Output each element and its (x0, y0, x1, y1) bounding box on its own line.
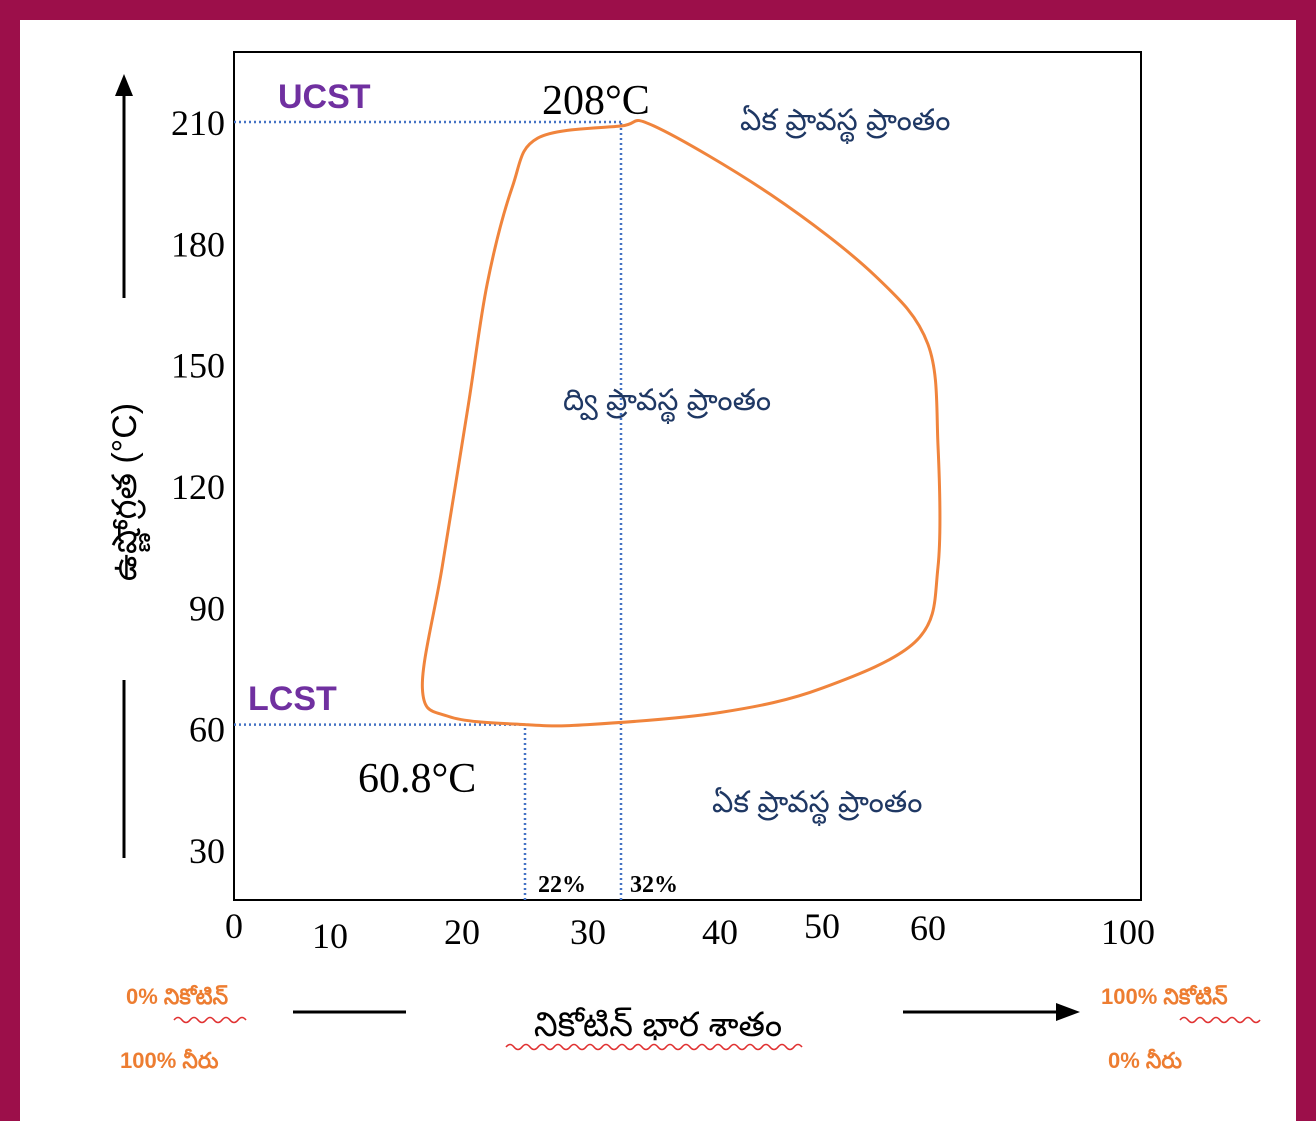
y-axis-label: ఉష్ణోగ్రత (°C) (106, 403, 151, 581)
ucst-value: 208°C (542, 78, 650, 124)
left-nicotine-squiggle (173, 1016, 247, 1024)
y-axis-arrowhead (115, 74, 133, 96)
y-tick-label: 120 (171, 467, 225, 507)
x-tick-label: 30 (570, 912, 606, 952)
right-nicotine-note: 100% నికోటిన్ (1101, 984, 1228, 1009)
x-axis-label-squiggle (505, 1043, 803, 1051)
y-tick-label: 30 (189, 831, 225, 871)
x-tick-label: 100 (1101, 912, 1155, 952)
miscibility-curve (420, 118, 942, 728)
region-label-top: ఏక ప్రావస్థ ప్రాంతం (740, 104, 950, 145)
region-label-inside: ద్వి ప్రావస్థ ప్రాంతం (563, 384, 771, 425)
guide-lines (234, 120, 623, 900)
y-tick-label: 210 (171, 103, 225, 143)
left-nicotine-note: 0% నికోటిన్ (126, 984, 229, 1009)
x-tick-label: 50 (804, 906, 840, 946)
y-tick-labels: 30 60 90 120 150 180 210 (171, 103, 225, 871)
x-axis-label: నికోటిన్ భార శాతం (534, 1006, 782, 1044)
x-tick-label: 40 (702, 912, 738, 952)
lcst-composition-label: 22% (538, 872, 586, 898)
right-nicotine-squiggle (1179, 1016, 1261, 1024)
x-axis-arrowhead (1056, 1003, 1080, 1021)
x-tick-label: 10 (312, 916, 348, 956)
lcst-value: 60.8°C (358, 756, 476, 802)
x-tick-label: 20 (444, 912, 480, 952)
plot-area (233, 51, 1142, 901)
x-tick-labels: 0 10 20 30 40 50 60 100 (225, 906, 1155, 956)
right-water-note: 0% నీరు (1108, 1048, 1182, 1073)
lcst-label: LCST (248, 680, 337, 718)
y-tick-label: 180 (171, 224, 225, 264)
region-label-bottom: ఏక ప్రావస్థ ప్రాంతం (712, 786, 922, 827)
left-water-note: 100% నీరు (120, 1048, 219, 1073)
y-tick-label: 60 (189, 710, 225, 750)
x-tick-label: 60 (910, 908, 946, 948)
ucst-composition-label: 32% (630, 872, 678, 898)
ucst-label: UCST (278, 78, 371, 116)
y-tick-label: 90 (189, 588, 225, 628)
x-tick-label: 0 (225, 906, 243, 946)
y-tick-label: 150 (171, 346, 225, 386)
